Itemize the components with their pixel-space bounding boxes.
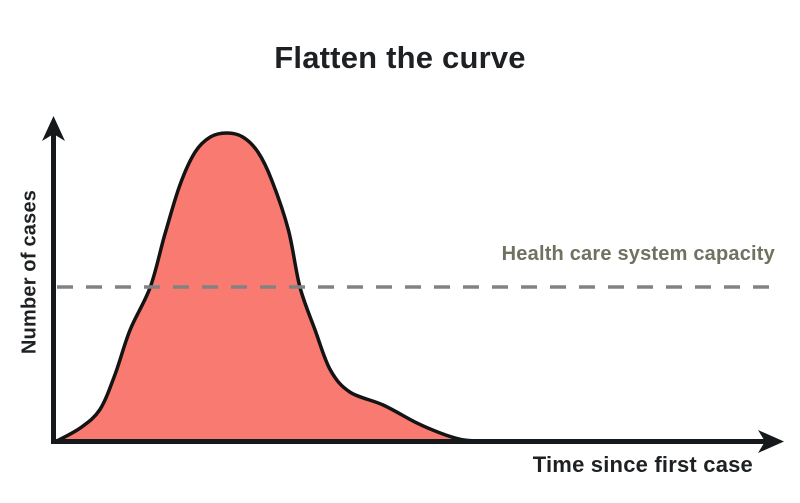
x-axis-arrowhead (758, 430, 784, 453)
epidemic-curve-outline (55, 131, 477, 443)
capacity-line-label: Health care system capacity (501, 243, 775, 265)
x-axis-label: Time since first case (532, 452, 753, 477)
chart-title: Flatten the curve (274, 40, 526, 75)
y-axis-arrowhead (42, 116, 65, 141)
